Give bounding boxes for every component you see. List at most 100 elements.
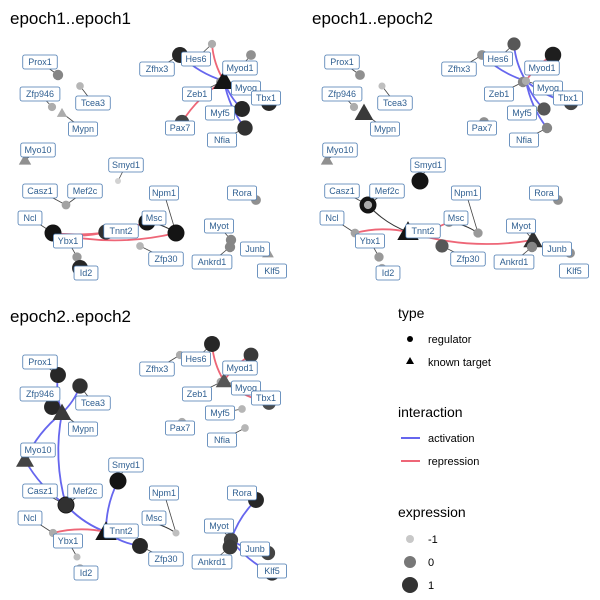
node-label-Tcea3: Tcea3 (75, 395, 111, 411)
node-label-text: Junb (547, 244, 567, 254)
node-label-text: Myo10 (24, 145, 51, 155)
node-label-box (103, 523, 139, 539)
node-label-text: Rora (534, 188, 554, 198)
node-label-Myo10: Myo10 (322, 142, 358, 158)
node-label-text: Id2 (80, 268, 93, 278)
edge-Mypn-Mef2c (57, 412, 67, 506)
node-label-box (180, 51, 211, 67)
node-Ankrd1 (224, 241, 236, 253)
node-label-text: Myod1 (226, 363, 253, 373)
node-Ybx1 (73, 553, 81, 561)
node-label-box (553, 90, 584, 106)
node-Myod1 (243, 347, 259, 363)
node-label-Tnnt2: Tnnt2 (103, 223, 139, 239)
legend: type regulator known target interaction … (398, 305, 491, 593)
node-label-text: Hes6 (185, 354, 206, 364)
node-Ybx1 (72, 252, 82, 262)
node-label-box (203, 218, 234, 234)
node-label-text: Casz1 (27, 186, 53, 196)
node-label-box (181, 386, 212, 402)
node-label-text: Myot (511, 221, 531, 231)
legend-type-title: type (398, 305, 425, 321)
node-label-box (20, 442, 56, 458)
node-label-text: Msc (146, 213, 163, 223)
legend-expression-high-label: 1 (428, 580, 434, 592)
node-label-box (22, 483, 58, 499)
node-Myog (213, 70, 235, 90)
node-label-Zfp946: Zfp946 (19, 86, 61, 102)
node-label-box (256, 563, 287, 579)
node-Myo10 (16, 451, 34, 467)
node-label-box (324, 54, 360, 70)
node-label-text: Ncl (24, 213, 37, 223)
node-label-text: Rora (232, 188, 252, 198)
node-label-box (369, 183, 405, 199)
node-label-text: Myod1 (226, 63, 253, 73)
legend-expression-mid-marker (404, 556, 416, 568)
node-label-box (19, 386, 61, 402)
node-label-Zeb1: Zeb1 (181, 86, 212, 102)
node-label-box (319, 210, 345, 226)
node-label-Rora: Rora (226, 485, 257, 501)
node-Ankrd1 (222, 539, 238, 555)
node-Smyd1 (411, 172, 429, 190)
node-label-text: Mef2c (73, 486, 98, 496)
node-label-text: Ncl (24, 513, 37, 523)
node-label-text: Mef2c (73, 186, 98, 196)
node-layer (320, 37, 580, 279)
node-label-box (529, 185, 560, 201)
node-label-box (450, 185, 481, 201)
node-label-text: Mypn (374, 124, 396, 134)
node-Zfp30 (435, 239, 449, 253)
node-Mypn (52, 403, 72, 420)
node-label-Pax7: Pax7 (466, 120, 497, 136)
node-label-text: Casz1 (329, 186, 355, 196)
node-label-Casz1: Casz1 (22, 483, 58, 499)
node-label-box (466, 120, 497, 136)
node-label-box (493, 254, 535, 270)
node-label-box (204, 405, 235, 421)
node-label-text: Zeb1 (187, 89, 208, 99)
node-label-Mypn: Mypn (68, 121, 99, 137)
node-label-text: Tbx1 (256, 93, 276, 103)
node-label-text: Zfp946 (26, 389, 54, 399)
node-Hes6 (207, 39, 217, 49)
node-label-text: Myf5 (210, 108, 230, 118)
node-label-box (524, 60, 560, 76)
node-label-Myot: Myot (505, 218, 536, 234)
node-label-text: Ankrd1 (198, 557, 227, 567)
node-label-box (139, 61, 175, 77)
node-label-text: Ankrd1 (500, 257, 529, 267)
node-label-Myod1: Myod1 (524, 60, 560, 76)
node-label-Ybx1: Ybx1 (53, 533, 84, 549)
node-label-text: Npm1 (152, 488, 176, 498)
node-Nfia (237, 120, 253, 136)
node-label-box (20, 142, 56, 158)
legend-known-target-label: known target (428, 357, 491, 369)
node-label-Smyd1: Smyd1 (108, 457, 144, 473)
node-label-text: Id2 (382, 268, 395, 278)
node-Zfp946 (47, 102, 57, 112)
node-Smyd1 (109, 472, 127, 490)
panel-title-epoch2-epoch2: epoch2..epoch2 (10, 307, 131, 326)
node-label-text: Nfia (214, 435, 230, 445)
node-label-text: Prox1 (28, 57, 52, 67)
node-label-box (53, 233, 84, 249)
node-label-Npm1: Npm1 (148, 485, 179, 501)
node-label-Id2: Id2 (73, 565, 99, 581)
node-label-text: Tbx1 (256, 393, 276, 403)
node-label-layer: Prox1 Zfp946 Tcea3 Mypn Myo10 Smyd1 Mef2c Casz1… (17, 51, 287, 281)
node-label-Prox1: Prox1 (22, 54, 58, 70)
node-label-text: Nfia (214, 135, 230, 145)
node-label-text: Tcea3 (81, 98, 105, 108)
node-label-text: Junb (245, 244, 265, 254)
node-label-text: Nfia (516, 135, 532, 145)
node-Ybx1 (374, 252, 384, 262)
node-label-Mypn: Mypn (68, 421, 99, 437)
node-label-Tbx1: Tbx1 (250, 390, 281, 406)
node-label-Hes6: Hes6 (180, 351, 211, 367)
node-label-box (180, 351, 211, 367)
node-label-box (239, 541, 270, 557)
node-label-box (324, 183, 360, 199)
node-Myog (521, 76, 531, 86)
